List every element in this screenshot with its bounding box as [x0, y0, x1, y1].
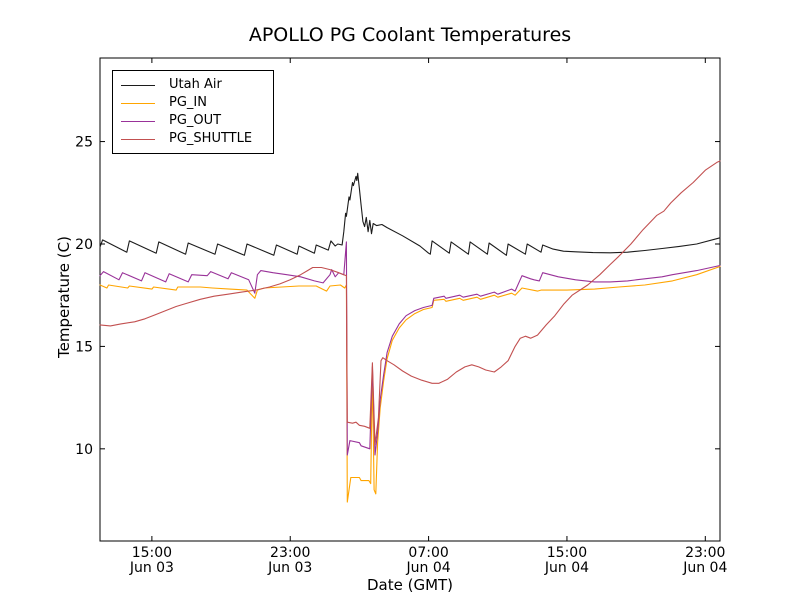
series-line-pg-shuttle	[99, 160, 721, 446]
legend-label-pg-in: PG_IN	[169, 95, 207, 110]
y-tick-label: 10	[75, 442, 93, 458]
legend-label-pg-out: PG_OUT	[169, 113, 222, 128]
legend: Utah Air PG_IN PG_OUT PG_SHUTTLE	[112, 70, 274, 154]
x-tick-label-date: Jun 04	[682, 560, 727, 576]
series-line-pg-out	[99, 241, 721, 456]
x-tick-label-time: 23:00	[685, 545, 725, 561]
series-line-pg-in	[99, 265, 721, 503]
legend-item-pg-in: PG_IN	[121, 94, 265, 112]
legend-line-sample-utah-air	[121, 84, 155, 86]
x-tick-label-time: 07:00	[408, 545, 448, 561]
x-tick-label-time: 23:00	[270, 545, 310, 561]
x-tick-label-time: 15:00	[132, 545, 172, 561]
y-tick-label: 15	[75, 339, 93, 355]
legend-line-sample-pg-in	[121, 102, 155, 104]
plot-border	[99, 57, 721, 542]
legend-item-utah-air: Utah Air	[121, 76, 265, 94]
y-tick-label: 20	[75, 237, 93, 253]
series-line-utah-air	[99, 172, 721, 256]
x-tick-label-date: Jun 03	[129, 560, 174, 576]
legend-label-pg-shuttle: PG_SHUTTLE	[169, 131, 253, 146]
legend-line-sample-pg-shuttle	[121, 138, 155, 140]
x-tick-label-date: Jun 04	[544, 560, 589, 576]
legend-line-sample-pg-out	[121, 120, 155, 122]
x-tick-label-date: Jun 03	[267, 560, 312, 576]
x-tick-label-time: 15:00	[547, 545, 587, 561]
x-axis-label: Date (GMT)	[366, 576, 454, 594]
y-tick-label: 25	[75, 135, 93, 151]
chart-title: APOLLO PG Coolant Temperatures	[248, 24, 572, 46]
legend-item-pg-shuttle: PG_SHUTTLE	[121, 130, 265, 148]
legend-label-utah-air: Utah Air	[169, 77, 222, 92]
x-tick-label-date: Jun 04	[406, 560, 451, 576]
legend-item-pg-out: PG_OUT	[121, 112, 265, 130]
